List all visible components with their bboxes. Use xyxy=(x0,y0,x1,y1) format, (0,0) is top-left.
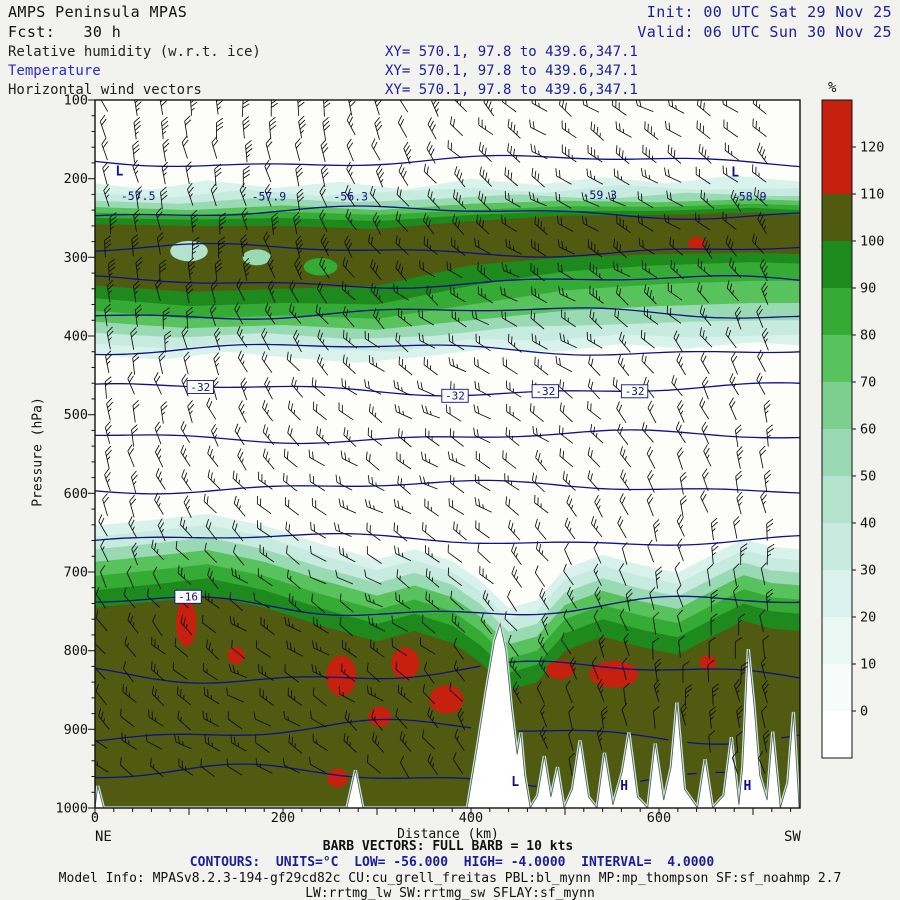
svg-text:0: 0 xyxy=(860,704,868,720)
axis-tick-labels: 0 200 400 600 100 200 300 400 500 600 700 800 900 100… xyxy=(55,93,671,827)
svg-text:10: 10 xyxy=(860,657,876,673)
svg-text:30: 30 xyxy=(860,563,876,579)
contour-caption: CONTOURS: UNITS=°C LOW= -56.000 HIGH= -4… xyxy=(189,855,715,870)
contour-labels: -32 -32 -32 -32 -16 L -57.5 -57.9 -56.3 -59.3 L -58… xyxy=(115,165,766,794)
svg-text:1000: 1000 xyxy=(55,801,88,817)
svg-text:700: 700 xyxy=(64,565,88,581)
svg-text:60: 60 xyxy=(860,422,876,438)
svg-text:-58.9: -58.9 xyxy=(732,190,767,204)
svg-text:400: 400 xyxy=(459,810,483,826)
field-label-temperature: Temperature xyxy=(8,63,101,79)
field-label-wind: Horizontal wind vectors xyxy=(8,82,202,98)
svg-text:-32: -32 xyxy=(625,385,645,398)
svg-text:600: 600 xyxy=(64,486,88,502)
x-axis-title: Distance (km) xyxy=(397,827,499,842)
field-xy-temperature: XY= 570.1, 97.8 to 439.6,347.1 xyxy=(385,63,638,79)
svg-text:-16: -16 xyxy=(178,591,198,604)
svg-text:70: 70 xyxy=(860,375,876,391)
terrain xyxy=(95,617,800,808)
field-xy-rh: XY= 570.1, 97.8 to 439.6,347.1 xyxy=(385,44,638,60)
left-endpoint-label: NE xyxy=(95,829,112,845)
wind-barbs xyxy=(95,100,775,778)
init-time: Init: 00 UTC Sat 29 Nov 25 xyxy=(646,3,892,21)
svg-text:400: 400 xyxy=(64,329,88,345)
svg-text:-32: -32 xyxy=(535,385,555,398)
svg-text:L: L xyxy=(511,775,519,790)
svg-text:-57.9: -57.9 xyxy=(252,190,287,204)
svg-text:40: 40 xyxy=(860,516,876,532)
model-info-line: Model Info: MPASv8.2.3-194-gf29cd82c CU:… xyxy=(58,871,842,886)
svg-text:800: 800 xyxy=(64,643,88,659)
svg-text:L: L xyxy=(731,165,739,180)
svg-text:900: 900 xyxy=(64,722,88,738)
svg-text:200: 200 xyxy=(64,171,88,187)
svg-text:-32: -32 xyxy=(445,390,465,403)
svg-text:500: 500 xyxy=(64,407,88,423)
svg-text:120: 120 xyxy=(860,140,884,156)
svg-text:200: 200 xyxy=(271,810,295,826)
svg-text:%: % xyxy=(828,80,837,96)
svg-text:100: 100 xyxy=(64,93,88,109)
svg-text:L: L xyxy=(115,165,123,180)
svg-text:80: 80 xyxy=(860,328,876,344)
svg-text:110: 110 xyxy=(860,187,884,203)
right-endpoint-label: SW xyxy=(784,829,801,845)
valid-time: Valid: 06 UTC Sun 30 Nov 25 xyxy=(637,23,892,41)
field-label-rh: Relative humidity (w.r.t. ice) xyxy=(8,44,261,60)
svg-text:50: 50 xyxy=(860,469,876,485)
svg-text:600: 600 xyxy=(647,810,671,826)
physics-info-line: LW:rrtmg_lw SW:rrtmg_sw SFLAY:sf_mynn xyxy=(305,886,595,900)
barb-legend-caption: BARB VECTORS: FULL BARB = 10 kts xyxy=(322,839,574,854)
svg-text:90: 90 xyxy=(860,281,876,297)
axes xyxy=(88,99,801,815)
plot-title: AMPS Peninsula MPAS xyxy=(8,3,188,21)
svg-text:H: H xyxy=(743,779,751,794)
svg-text:-32: -32 xyxy=(190,381,210,394)
svg-text:H: H xyxy=(620,779,628,794)
svg-text:20: 20 xyxy=(860,610,876,626)
svg-text:-56.3: -56.3 xyxy=(333,190,368,204)
field-xy-wind: XY= 570.1, 97.8 to 439.6,347.1 xyxy=(385,82,638,98)
forecast-hour: Fcst: 30 h xyxy=(8,23,122,41)
svg-text:0: 0 xyxy=(91,810,99,826)
svg-text:-59.3: -59.3 xyxy=(582,188,617,202)
svg-text:-57.5: -57.5 xyxy=(121,189,156,203)
svg-text:300: 300 xyxy=(64,250,88,266)
svg-text:100: 100 xyxy=(860,234,884,250)
